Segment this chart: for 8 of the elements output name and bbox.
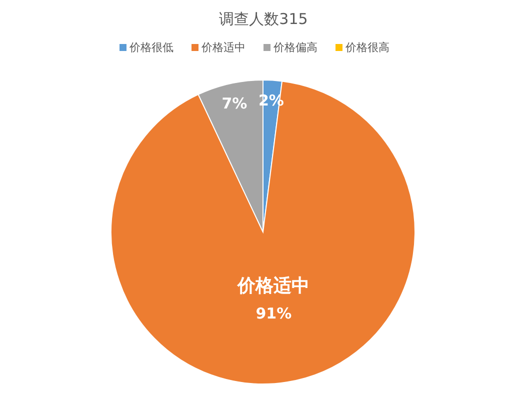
legend-label: 价格偏高 (272, 41, 318, 54)
data-label: 价格适中 91% (236, 275, 310, 323)
legend-label: 价格很低 (128, 41, 174, 54)
pie-slice (110, 80, 416, 384)
legend-label: 价格很高 (344, 41, 390, 54)
legend-label: 价格适中 (200, 41, 246, 54)
chart-title: 调查人数315 (219, 10, 308, 28)
data-label: 7% (222, 94, 248, 113)
